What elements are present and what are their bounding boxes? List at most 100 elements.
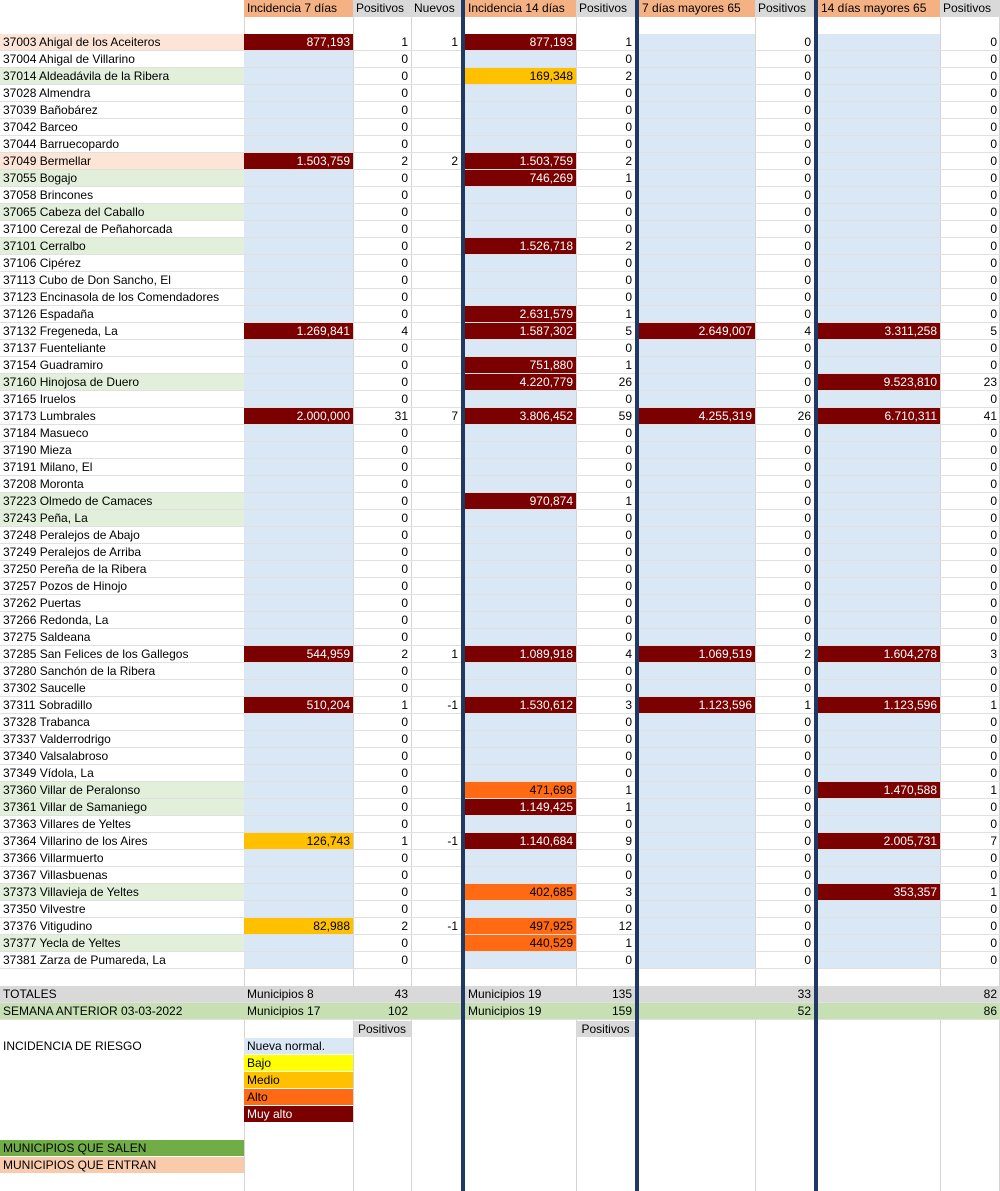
positivos-14-cell[interactable]: 0 [625,511,632,525]
incidencia-7m65-cell[interactable] [639,867,755,883]
incidencia-14-cell[interactable] [465,391,576,407]
incidencia-7-cell[interactable] [244,748,353,764]
incidencia-7m65-cell[interactable] [639,391,755,407]
positivos-14m65-cell[interactable]: 0 [990,562,997,576]
positivos-7-cell[interactable]: 0 [401,222,408,236]
positivos-14-cell[interactable]: 0 [625,851,632,865]
header-positivos-7[interactable]: Positivos [353,0,411,17]
positivos-7m65-cell[interactable]: 0 [804,460,811,474]
municipio-name-cell[interactable]: 37028 Almendra [3,86,91,100]
incidencia-7m65-cell[interactable] [639,425,755,441]
incidencia-14m65-cell[interactable] [818,153,940,169]
positivos-7m65-cell[interactable]: 0 [804,35,811,49]
municipio-name-cell[interactable]: 37381 Zarza de Pumareda, La [3,953,166,967]
positivos-7m65-cell[interactable]: 0 [804,392,811,406]
positivos-7m65-cell[interactable]: 0 [804,630,811,644]
positivos-14-cell[interactable]: 0 [625,868,632,882]
incidencia-7m65-cell[interactable] [639,952,755,968]
nuevos-cell[interactable] [411,748,461,764]
positivos-14m65-cell[interactable]: 0 [990,613,997,627]
positivos-7m65-cell[interactable]: 0 [804,494,811,508]
incidencia-14m65-cell[interactable]: 9.523,810 [818,374,940,390]
nuevos-cell[interactable] [411,391,461,407]
incidencia-7m65-cell[interactable] [639,221,755,237]
nuevos-cell[interactable] [411,663,461,679]
incidencia-7m65-cell[interactable] [639,153,755,169]
positivos-7m65-cell[interactable]: 0 [804,902,811,916]
positivos-7m65-cell[interactable]: 0 [804,783,811,797]
incidencia-14-cell[interactable] [465,527,576,543]
incidencia-7-cell[interactable] [244,952,353,968]
positivos-14-cell[interactable]: 3 [625,885,632,899]
incidencia-14m65-cell[interactable] [818,612,940,628]
nuevos-cell[interactable] [411,714,461,730]
positivos-7-cell[interactable]: 0 [401,86,408,100]
positivos-7-cell[interactable]: 0 [401,732,408,746]
positivos-14m65-cell[interactable]: 0 [990,664,997,678]
positivos-7-cell[interactable]: 0 [401,69,408,83]
incidencia-14-cell[interactable] [465,901,576,917]
positivos-14-cell[interactable]: 1 [625,783,632,797]
positivos-14-cell[interactable]: 0 [625,817,632,831]
municipio-name-cell[interactable]: 37363 Villares de Yeltes [3,817,131,831]
incidencia-7-cell[interactable] [244,867,353,883]
incidencia-7m65-cell[interactable] [639,935,755,951]
nuevos-cell[interactable] [411,68,461,84]
semana-positivos-14m65[interactable]: 86 [818,1003,1000,1019]
positivos-14m65-cell[interactable]: 0 [990,477,997,491]
positivos-14-cell[interactable]: 3 [625,698,632,712]
nuevos-cell[interactable] [411,119,461,135]
incidencia-7m65-cell[interactable] [639,34,755,50]
positivos-14-cell[interactable]: 5 [625,324,632,338]
positivos-14-cell[interactable]: 0 [625,290,632,304]
positivos-7m65-cell[interactable]: 0 [804,171,811,185]
totales-municipios-7[interactable]: Municipios 8 [244,986,353,1002]
semana-positivos-7m65[interactable]: 52 [639,1003,814,1019]
positivos-14m65-cell[interactable]: 0 [990,35,997,49]
positivos-7m65-cell[interactable]: 0 [804,443,811,457]
positivos-7m65-cell[interactable]: 0 [804,868,811,882]
positivos-7m65-cell[interactable]: 0 [804,239,811,253]
totales-positivos-7[interactable]: 43 [353,986,411,1002]
positivos-14m65-cell[interactable]: 0 [990,817,997,831]
nuevos-cell[interactable] [411,136,461,152]
incidencia-14m65-cell[interactable] [818,238,940,254]
incidencia-7m65-cell[interactable] [639,238,755,254]
municipio-name-cell[interactable]: 37044 Barruecopardo [3,137,120,151]
positivos-14m65-cell[interactable]: 0 [990,256,997,270]
positivos-14m65-cell[interactable]: 0 [990,307,997,321]
positivos-14-cell[interactable]: 0 [625,188,632,202]
semana-blank[interactable] [411,1003,461,1019]
incidencia-14m65-cell[interactable] [818,289,940,305]
positivos-7m65-cell[interactable]: 0 [804,851,811,865]
incidencia-7m65-cell[interactable] [639,119,755,135]
positivos-14m65-cell[interactable]: 0 [990,902,997,916]
positivos-14-cell[interactable]: 0 [625,715,632,729]
incidencia-14-cell[interactable] [465,561,576,577]
municipio-name-cell[interactable]: 37243 Peña, La [0,510,244,526]
incidencia-7-cell[interactable] [244,850,353,866]
nuevos-cell[interactable] [411,765,461,781]
incidencia-7-cell[interactable] [244,272,353,288]
positivos-14m65-cell[interactable]: 0 [990,715,997,729]
incidencia-14m65-cell[interactable] [818,799,940,815]
incidencia-7m65-cell[interactable] [639,357,755,373]
positivos-14m65-cell[interactable]: 0 [990,137,997,151]
incidencia-7m65-cell[interactable] [639,816,755,832]
incidencia-14m65-cell[interactable] [818,935,940,951]
positivos-14-cell[interactable]: 1 [625,494,632,508]
incidencia-14-cell[interactable] [465,119,576,135]
positivos-14-cell[interactable]: 9 [625,834,632,848]
incidencia-7m65-cell[interactable] [639,510,755,526]
positivos-7-cell[interactable]: 0 [401,188,408,202]
municipio-name-cell[interactable]: 37154 Guadramiro [3,358,104,372]
incidencia-7m65-cell[interactable] [639,493,755,509]
positivos-7m65-cell[interactable]: 0 [804,834,811,848]
municipio-name-cell[interactable]: 37349 Vídola, La [3,766,94,780]
incidencia-14m65-cell[interactable]: 2.005,731 [818,833,940,849]
municipio-name-cell[interactable]: 37137 Fuenteliante [3,341,106,355]
municipio-name-cell[interactable]: 37004 Ahigal de Villarino [3,52,135,66]
incidencia-14m65-cell[interactable] [818,68,940,84]
municipio-name-cell[interactable]: 37191 Milano, El [3,460,93,474]
incidencia-14-cell[interactable] [465,748,576,764]
